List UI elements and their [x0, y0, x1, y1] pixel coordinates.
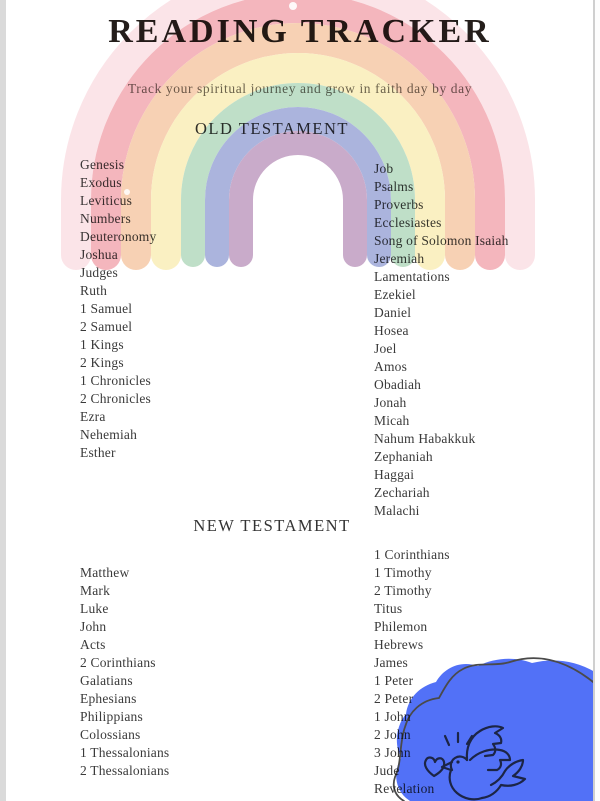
book-item: Deuteronomy — [80, 229, 157, 244]
book-item: Philemon — [374, 619, 428, 634]
old-testament-right-column: Job Psalms Proverbs Ecclesiastes Song of Sol… — [374, 160, 509, 520]
dove-wing-front — [465, 725, 505, 762]
book-item: Luke — [80, 601, 109, 616]
book-item: Galatians — [80, 673, 133, 688]
page-title: READING TRACKER — [108, 13, 492, 50]
book-item: Hebrews — [374, 637, 424, 652]
book-item: Revelation — [374, 781, 435, 796]
book-item: 1 Samuel — [80, 301, 133, 316]
book-item: Joel — [374, 341, 397, 356]
book-item: Jeremiah — [374, 251, 425, 266]
dove-head — [449, 755, 469, 772]
dove-wing-back — [468, 748, 512, 772]
book-item: Obadiah — [374, 377, 422, 392]
book-item: Malachi — [374, 503, 420, 518]
page-right-edge — [595, 0, 600, 801]
book-item: Ezra — [80, 409, 106, 424]
speck-dot — [289, 2, 297, 10]
book-item: Jude — [374, 763, 400, 778]
rainbow-stripe — [229, 131, 367, 267]
book-item: Numbers — [80, 211, 131, 226]
old-testament-heading: OLD TESTAMENT — [195, 119, 349, 138]
rainbow-stripe — [205, 107, 391, 267]
book-item: Esther — [80, 445, 116, 460]
book-item: 2 Peter — [374, 691, 414, 706]
book-item: 1 Kings — [80, 337, 124, 352]
book-item: Genesis — [80, 157, 125, 172]
book-item: 1 Thessalonians — [80, 745, 170, 760]
book-item: 1 Chronicles — [80, 373, 152, 388]
book-item: 2 John — [374, 727, 411, 742]
book-item: Lamentations — [374, 269, 450, 284]
book-item: Acts — [80, 637, 106, 652]
book-item: Jonah — [374, 395, 407, 410]
book-item: Ruth — [80, 283, 108, 298]
book-item: Leviticus — [80, 193, 133, 208]
book-item: James — [374, 655, 408, 670]
new-testament-left-column: Matthew Mark Luke John Acts 2 Corinthians Gala… — [80, 564, 169, 780]
book-item: 3 John — [374, 745, 411, 760]
book-item: Ecclesiastes — [374, 215, 442, 230]
book-item: Nahum Habakkuk — [374, 431, 476, 446]
book-item: Titus — [374, 601, 403, 616]
book-item: 2 Samuel — [80, 319, 133, 334]
book-item: 1 John — [374, 709, 411, 724]
dove-eye — [456, 760, 460, 764]
book-item: Joshua — [80, 247, 118, 262]
book-item: Colossians — [80, 727, 141, 742]
book-item: 1 Corinthians — [374, 547, 450, 562]
book-item: Micah — [374, 413, 410, 428]
book-item: Proverbs — [374, 197, 424, 212]
book-item: Ephesians — [80, 691, 137, 706]
new-testament-right-column: 1 Corinthians 1 Timothy 2 Timothy Titus Phil… — [374, 546, 450, 798]
book-item: Job — [374, 161, 394, 176]
book-item: Exodus — [80, 175, 122, 190]
book-item: Nehemiah — [80, 427, 138, 442]
book-item: Song of Solomon Isaiah — [374, 233, 509, 248]
book-item: 2 Timothy — [374, 583, 432, 598]
book-item: Amos — [374, 359, 408, 374]
book-item: Matthew — [80, 565, 130, 580]
book-item: Hosea — [374, 323, 409, 338]
page-left-edge — [0, 0, 6, 801]
book-item: 1 Peter — [374, 673, 414, 688]
book-item: 2 Thessalonians — [80, 763, 170, 778]
book-item: Zephaniah — [374, 449, 433, 464]
dove-body — [448, 768, 484, 801]
book-item: Ezekiel — [374, 287, 416, 302]
book-item: Mark — [80, 583, 111, 598]
book-item: 2 Chronicles — [80, 391, 152, 406]
book-item: Haggai — [374, 467, 415, 482]
old-testament-left-column: Genesis Exodus Leviticus Numbers Deuteronomy… — [80, 156, 156, 462]
book-item: Zechariah — [374, 485, 430, 500]
book-item: Psalms — [374, 179, 414, 194]
new-testament-heading: NEW TESTAMENT — [193, 516, 351, 535]
book-item: 2 Corinthians — [80, 655, 156, 670]
book-item: John — [80, 619, 107, 634]
dove-tail — [480, 758, 527, 800]
book-item: Philippians — [80, 709, 143, 724]
book-item: Judges — [80, 265, 118, 280]
book-item: Daniel — [374, 305, 412, 320]
page-right-divider — [593, 0, 595, 801]
book-item: 2 Kings — [80, 355, 124, 370]
book-item: 1 Timothy — [374, 565, 432, 580]
page-subtitle: Track your spiritual journey and grow in… — [127, 81, 473, 96]
